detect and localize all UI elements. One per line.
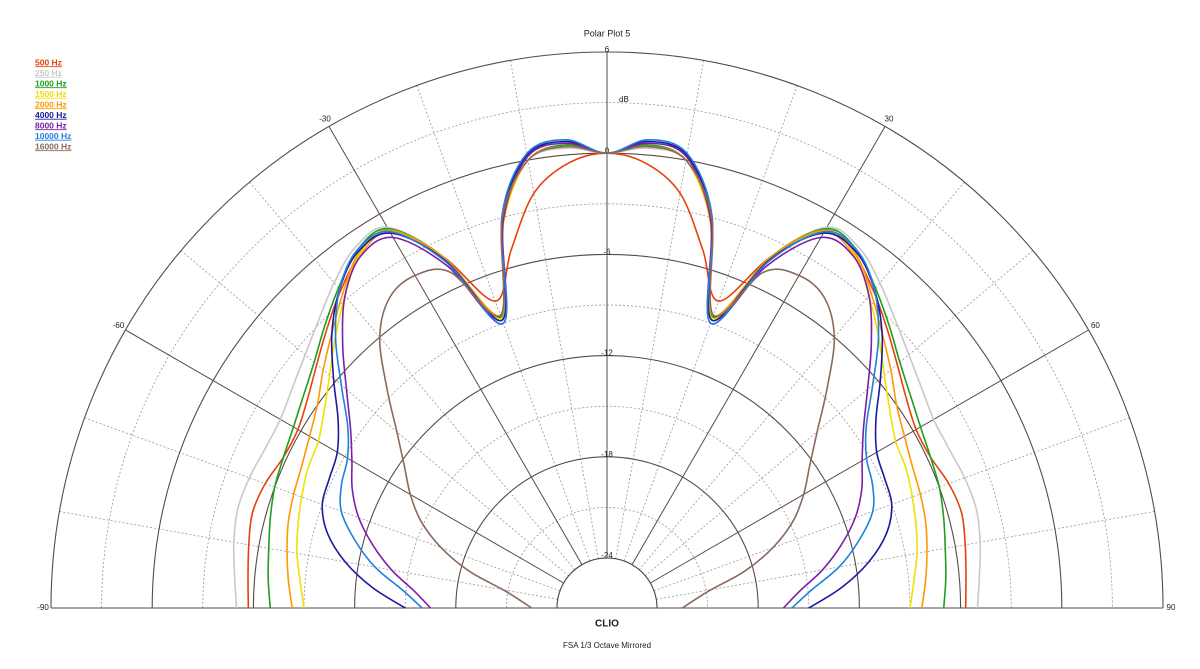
minor-radial-line	[249, 181, 576, 570]
radial-line	[650, 329, 1089, 584]
legend-entry: 250 Hz	[35, 68, 62, 78]
legend-entry: 8000 Hz	[35, 120, 67, 130]
legend-entry: 16000 Hz	[35, 141, 71, 151]
grid-circle	[455, 456, 759, 609]
theta-tick-label: -90	[37, 603, 49, 612]
minor-radial-line	[180, 250, 569, 577]
theta-tick-label: -30	[319, 115, 331, 124]
footer: FSA 1/3 Octave Mirrored	[563, 641, 651, 650]
grid-circle	[354, 355, 860, 609]
legend-entry: 2000 Hz	[35, 99, 67, 109]
r-tick-label: 0	[605, 146, 610, 155]
legend-entry: 500 Hz	[35, 57, 62, 67]
minor-radial-line	[645, 250, 1034, 577]
chart-title: Polar Plot 5	[584, 28, 631, 38]
minor-radial-line	[615, 60, 704, 559]
radial-line	[328, 126, 583, 565]
grid-circle	[50, 51, 1164, 609]
brand: CLIO	[595, 619, 619, 630]
curves	[232, 139, 982, 609]
radial-line	[125, 329, 564, 584]
r-tick-label: -6	[603, 248, 611, 257]
minor-radial-line	[656, 511, 1155, 600]
grid-circle	[252, 253, 962, 609]
r-tick-label: -24	[601, 551, 613, 560]
minor-radial-line	[510, 60, 599, 559]
polar-curve	[378, 145, 836, 609]
legend-entry: 1500 Hz	[35, 89, 67, 99]
legend-entry: 4000 Hz	[35, 110, 67, 120]
minor-grid-circle	[303, 304, 911, 609]
r-tick-label: 6	[605, 45, 610, 54]
hub	[556, 557, 658, 609]
minor-radial-line	[59, 511, 558, 600]
theta-tick-label: 30	[885, 115, 894, 124]
theta-tick-label: 60	[1091, 321, 1100, 330]
minor-radial-line	[638, 181, 965, 570]
theta-tick-label: 90	[1167, 603, 1176, 612]
radial-line	[631, 126, 886, 565]
r-tick-label: -12	[601, 349, 613, 358]
legend-entry: 1000 Hz	[35, 78, 67, 88]
minor-grid-circle	[202, 203, 1012, 609]
theta-tick-label: -60	[113, 321, 125, 330]
r-tick-label: -18	[601, 450, 613, 459]
legend-entry: 10000 Hz	[35, 131, 71, 141]
r-axis-label: dB	[619, 95, 629, 104]
